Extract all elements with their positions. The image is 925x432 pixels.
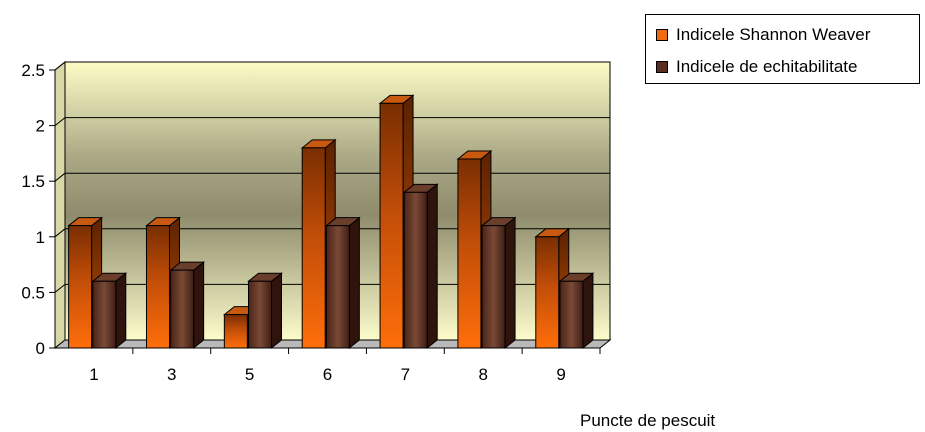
legend-swatch-series-0	[656, 29, 668, 41]
bar-side-face	[426, 183, 438, 350]
bar-front-face	[301, 147, 326, 349]
x-axis-label: Puncte de pescuit	[580, 411, 716, 430]
y-gridline-side	[54, 172, 66, 182]
x-tick-label: 9	[556, 365, 565, 384]
bar-front-face	[145, 225, 170, 349]
bar-front-face	[559, 280, 584, 349]
y-tick-label: 2	[36, 117, 45, 136]
y-tick-label: 0.5	[21, 283, 45, 302]
bar-series-1-cat-5	[247, 272, 283, 350]
bar-side-face	[270, 272, 282, 350]
bar-side-face	[115, 272, 127, 350]
legend-label-series-0: Indicele Shannon Weaver	[676, 25, 871, 44]
legend-item-series-0: Indicele Shannon Weaver	[656, 25, 870, 45]
bar-front-face	[325, 225, 350, 349]
bar-front-face	[68, 225, 93, 349]
bar-series-1-cat-9	[558, 272, 595, 350]
legend-label-series-1: Indicele de echitabilitate	[676, 57, 858, 76]
y-tick-label: 2.5	[21, 61, 45, 80]
bar-front-face	[403, 191, 428, 349]
x-tick-label: 8	[478, 365, 487, 384]
y-tick-label: 1	[36, 228, 45, 247]
bar-series-1-cat-1	[91, 272, 128, 350]
bar-side-face	[348, 216, 360, 350]
bar-side-face	[193, 261, 205, 350]
y-gridline-side	[54, 117, 66, 126]
bar-front-face	[92, 280, 117, 349]
bar-series-1-cat-8	[480, 216, 517, 350]
bar-front-face	[247, 280, 272, 349]
y-gridline-side	[54, 61, 66, 71]
x-tick-label: 7	[401, 365, 410, 384]
bar-front-face	[379, 102, 404, 349]
legend-swatch-series-1	[656, 61, 668, 73]
x-tick-label: 3	[167, 365, 176, 384]
bar-side-face	[582, 272, 594, 350]
x-tick-label: 5	[245, 365, 254, 384]
plot-left-wall	[54, 60, 66, 350]
bar-front-face	[170, 269, 195, 349]
bar-front-face	[223, 314, 248, 349]
bar-front-face	[481, 225, 506, 349]
y-tick-label: 0	[36, 339, 45, 358]
bar-series-1-cat-7	[402, 183, 439, 350]
y-tick-label: 1.5	[21, 172, 45, 191]
bar-series-1-cat-3	[169, 261, 206, 350]
y-gridline-side	[54, 284, 66, 293]
y-gridline-side	[54, 228, 66, 238]
x-tick-label: 6	[323, 365, 332, 384]
bar-front-face	[457, 158, 482, 349]
legend: Indicele Shannon Weaver Indicele de echi…	[645, 14, 920, 84]
x-tick-label: 1	[89, 365, 98, 384]
bar-side-face	[504, 216, 516, 350]
bar-series-1-cat-6	[324, 216, 361, 350]
bar-front-face	[535, 236, 560, 349]
legend-item-series-1: Indicele de echitabilitate	[656, 57, 857, 77]
